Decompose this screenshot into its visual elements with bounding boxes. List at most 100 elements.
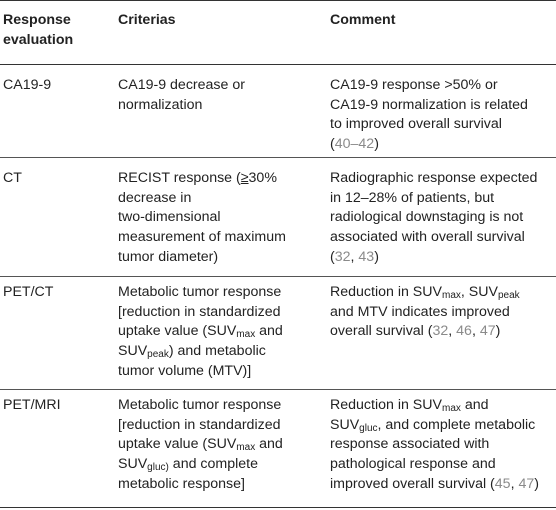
- row-divider-3: [0, 389, 556, 390]
- paren: (: [330, 136, 335, 153]
- criteria-text: SUV: [118, 456, 148, 473]
- header-criterias: Criterias: [118, 12, 176, 28]
- row-pet-ct-response: PET/CT: [3, 284, 54, 300]
- subscript: max: [236, 329, 256, 341]
- criteria-text: and: [255, 436, 283, 453]
- criteria-line: uptake value (SUVmax and: [118, 435, 283, 455]
- criteria-text: and: [255, 323, 283, 340]
- row-ca19-9-response: CA19-9: [3, 77, 52, 93]
- row-pet-ct-comment: Reduction in SUVmax, SUVpeak and MTV ind…: [330, 283, 520, 342]
- criteria-line: RECIST response (≥30%: [118, 169, 286, 189]
- criteria-text: and complete: [168, 456, 258, 473]
- citation-link[interactable]: 40–42: [334, 136, 375, 153]
- criteria-line: SUVgluc) and complete: [118, 455, 283, 475]
- comment-text: , SUV: [460, 284, 498, 300]
- criteria-text: uptake value (SUV: [118, 436, 237, 453]
- table-top-rule: [0, 0, 556, 1]
- row-pet-ct-criteria: Metabolic tumor response [reduction in s…: [118, 283, 283, 382]
- comment-line: associated with overall survival: [330, 229, 525, 246]
- citation-link[interactable]: 47: [518, 475, 535, 492]
- paren: ): [495, 323, 501, 340]
- comment-line: to improved overall survival: [330, 116, 502, 133]
- subscript: peak: [497, 290, 520, 301]
- row-ct-comment: Radiographic response expected in 12–28%…: [330, 169, 537, 268]
- comment-text: SUV: [330, 416, 360, 433]
- comment-line: radiological downstaging is not: [330, 209, 524, 226]
- criteria-line: [reduction in standardized: [118, 416, 281, 433]
- row-pet-mri-response: PET/MRI: [3, 397, 61, 413]
- comment-line: improved overall survival (45, 47): [330, 475, 539, 495]
- comment-line: (40–42): [330, 135, 528, 155]
- comment-line: and MTV indicates improved: [330, 303, 510, 320]
- comment-line: Reduction in SUVmax and: [330, 396, 539, 416]
- subscript: peak: [147, 349, 169, 361]
- header-bottom-rule: [0, 64, 556, 65]
- criteria-line: normalization: [118, 96, 203, 113]
- criteria-line: tumor volume (MTV)]: [118, 362, 252, 379]
- paren: ): [374, 248, 379, 265]
- criteria-text: SUV: [118, 343, 148, 360]
- comment-line: pathological response and: [330, 456, 496, 473]
- criteria-line: tumor diameter): [118, 248, 219, 265]
- row-divider-2: [0, 276, 556, 277]
- row-divider-1: [0, 157, 556, 158]
- comment-line: Reduction in SUVmax, SUVpeak: [330, 283, 520, 303]
- comment-line: SUVgluc, and complete metabolic: [330, 416, 539, 436]
- criteria-text: 30%: [248, 170, 277, 186]
- table-bottom-rule: [0, 507, 556, 508]
- citation-link[interactable]: 32: [334, 248, 351, 265]
- separator: ,: [471, 323, 480, 340]
- paren: (: [330, 248, 335, 265]
- citation-link[interactable]: 32: [432, 323, 449, 340]
- comment-text: overall survival (: [330, 323, 433, 340]
- comment-line: response associated with: [330, 436, 490, 453]
- criteria-line: [reduction in standardized: [118, 303, 281, 320]
- paren: ): [374, 136, 379, 153]
- header-col1-line1: Response: [3, 12, 71, 28]
- comment-text: and: [460, 397, 489, 413]
- header-comment: Comment: [330, 12, 396, 28]
- subscript: max: [236, 442, 256, 454]
- row-pet-mri-comment: Reduction in SUVmax and SUVgluc, and com…: [330, 396, 539, 495]
- greater-equal-symbol: ≥: [240, 170, 249, 186]
- comment-text: improved overall survival (: [330, 475, 495, 492]
- criteria-line: Metabolic tumor response: [118, 397, 282, 413]
- comment-text: , and complete metabolic: [377, 416, 536, 433]
- criteria-line: decrease in: [118, 189, 192, 206]
- comment-text: Reduction in SUV: [330, 397, 442, 413]
- criteria-text: uptake value (SUV: [118, 323, 237, 340]
- row-ct-criteria: RECIST response (≥30% decrease in two-di…: [118, 169, 286, 268]
- comment-line: overall survival (32, 46, 47): [330, 322, 520, 342]
- separator: ,: [510, 475, 519, 492]
- subscript: max: [441, 290, 461, 301]
- comment-line: CA19-9 normalization is related: [330, 96, 528, 113]
- separator: ,: [350, 248, 359, 265]
- separator: ,: [448, 323, 457, 340]
- citation-link[interactable]: 46: [456, 323, 472, 340]
- row-pet-mri-criteria: Metabolic tumor response [reduction in s…: [118, 396, 283, 495]
- row-ct-response: CT: [3, 170, 22, 186]
- citation-link[interactable]: 47: [479, 323, 496, 340]
- row-ca19-9-criteria: CA19-9 decrease or normalization: [118, 76, 245, 115]
- criteria-line: measurement of maximum: [118, 229, 286, 246]
- criteria-line: metabolic response]: [118, 475, 245, 492]
- header-response-evaluation: Response evaluation: [3, 11, 73, 50]
- header-col1-line2: evaluation: [3, 31, 74, 48]
- subscript: gluc): [147, 462, 169, 474]
- comment-line: Radiographic response expected: [330, 170, 538, 186]
- criteria-line: two-dimensional: [118, 209, 221, 226]
- criteria-text: RECIST response (: [118, 170, 241, 186]
- criteria-line: Metabolic tumor response: [118, 284, 282, 300]
- subscript: max: [441, 403, 461, 414]
- paren: ): [534, 475, 539, 492]
- comment-line: CA19-9 response >50% or: [330, 77, 498, 93]
- criteria-text: ) and metabolic: [168, 343, 266, 360]
- comment-line: (32, 43): [330, 248, 537, 268]
- citation-link[interactable]: 43: [358, 248, 375, 265]
- comment-line: in 12–28% of patients, but: [330, 189, 495, 206]
- subscript: gluc: [359, 422, 378, 434]
- criteria-line: uptake value (SUVmax and: [118, 322, 283, 342]
- citation-link[interactable]: 45: [494, 475, 511, 492]
- comment-text: Reduction in SUV: [330, 284, 442, 300]
